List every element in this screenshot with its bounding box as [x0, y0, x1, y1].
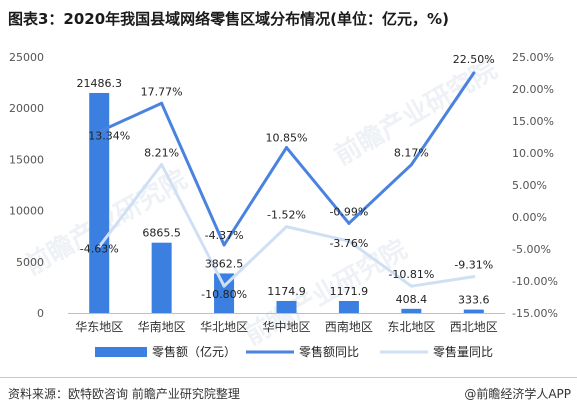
volume-yoy-label: 8.21%: [144, 146, 179, 159]
sales-yoy-label: 22.50%: [453, 53, 495, 66]
y-right-tick-label: 10.00%: [512, 147, 554, 160]
y-right-tick-label: 20.00%: [512, 83, 554, 96]
y-right-tick-label: 5.00%: [512, 179, 547, 192]
line-volume-yoy-point: [97, 245, 101, 249]
y-left-tick-label: 0: [37, 307, 44, 320]
x-tick-label: 华北地区: [200, 320, 248, 334]
sales-yoy-label: 13.34%: [88, 130, 130, 143]
y-left-tick-label: 10000: [9, 205, 44, 218]
bar: [338, 300, 359, 313]
bar-value-label: 1174.9: [267, 285, 306, 298]
y-right-tick-label: -10.00%: [512, 275, 558, 288]
volume-yoy-label: -10.80%: [201, 288, 247, 301]
bar-value-label: 408.4: [396, 293, 428, 306]
line-sales-yoy-point: [472, 71, 476, 75]
bar: [151, 242, 172, 313]
bar-value-label: 21486.3: [76, 77, 122, 90]
y-left-tick-label: 25000: [9, 51, 44, 64]
line-sales-yoy-point: [285, 146, 288, 150]
sales-yoy-label: 17.77%: [141, 85, 183, 98]
line-volume-yoy-point: [409, 284, 413, 288]
legend-label-sales: 零售额同比: [299, 344, 359, 359]
y-right-tick-label: 0.00%: [512, 211, 547, 224]
y-left-tick-label: 20000: [9, 102, 44, 115]
legend-label-bar: 零售额（亿元）: [152, 344, 236, 359]
sales-yoy-label: 10.85%: [266, 132, 308, 145]
line-volume-yoy-point: [285, 225, 288, 229]
bar: [401, 308, 422, 313]
y-left-tick-label: 5000: [16, 256, 44, 269]
line-volume-yoy-point: [347, 239, 351, 243]
x-tick-label: 西北地区: [450, 320, 498, 334]
legend-swatch-bar: [95, 347, 147, 357]
bar-value-label: 1171.9: [330, 285, 369, 298]
x-tick-label: 华东地区: [75, 320, 123, 334]
source-note: 资料来源：欧特欧咨询 前瞻产业研究院整理: [8, 387, 240, 401]
volume-yoy-label: -3.76%: [329, 237, 368, 250]
line-sales-yoy-point: [409, 163, 413, 167]
line-sales-yoy-point: [97, 130, 101, 134]
bar-value-label: 6865.5: [142, 227, 181, 240]
bar: [463, 309, 484, 313]
bar-value-label: 3862.5: [205, 257, 244, 270]
volume-yoy-label: -1.52%: [267, 209, 306, 222]
line-volume-yoy-point: [222, 284, 226, 288]
line-sales-yoy-point: [347, 221, 351, 225]
volume-yoy-label: -9.31%: [454, 259, 493, 272]
x-tick-label: 华南地区: [138, 319, 186, 334]
legend-label-volume: 零售量同比: [433, 344, 493, 359]
y-right-tick-label: -15.00%: [512, 307, 558, 320]
chart-title: 图表3：2020年我国县域网络零售区域分布情况(单位：亿元，%): [8, 10, 449, 28]
line-sales-yoy-point: [160, 101, 164, 105]
y-right-tick-label: 15.00%: [512, 115, 554, 128]
sales-yoy-label: 8.17%: [394, 147, 429, 160]
y-right-tick-label: -5.00%: [512, 243, 551, 256]
sales-yoy-label: -4.37%: [205, 229, 244, 242]
x-tick-label: 西南地区: [325, 319, 373, 334]
y-left-tick-label: 15000: [9, 153, 44, 166]
bar-value-label: 333.6: [458, 294, 490, 307]
bar: [89, 92, 110, 313]
line-sales-yoy-point: [222, 243, 226, 247]
footer-divider: [0, 377, 577, 378]
volume-yoy-label: -10.81%: [388, 268, 434, 281]
line-volume-yoy-point: [160, 162, 164, 166]
x-tick-label: 东北地区: [387, 320, 435, 334]
bar: [276, 300, 297, 313]
brand-credit: @前瞻经济学人APP: [464, 387, 571, 401]
x-tick-label: 华中地区: [262, 319, 310, 334]
y-right-tick-label: 25.00%: [512, 51, 554, 64]
line-volume-yoy-point: [472, 275, 476, 279]
sales-yoy-label: -0.99%: [329, 205, 368, 218]
volume-yoy-label: -4.63%: [80, 243, 119, 256]
